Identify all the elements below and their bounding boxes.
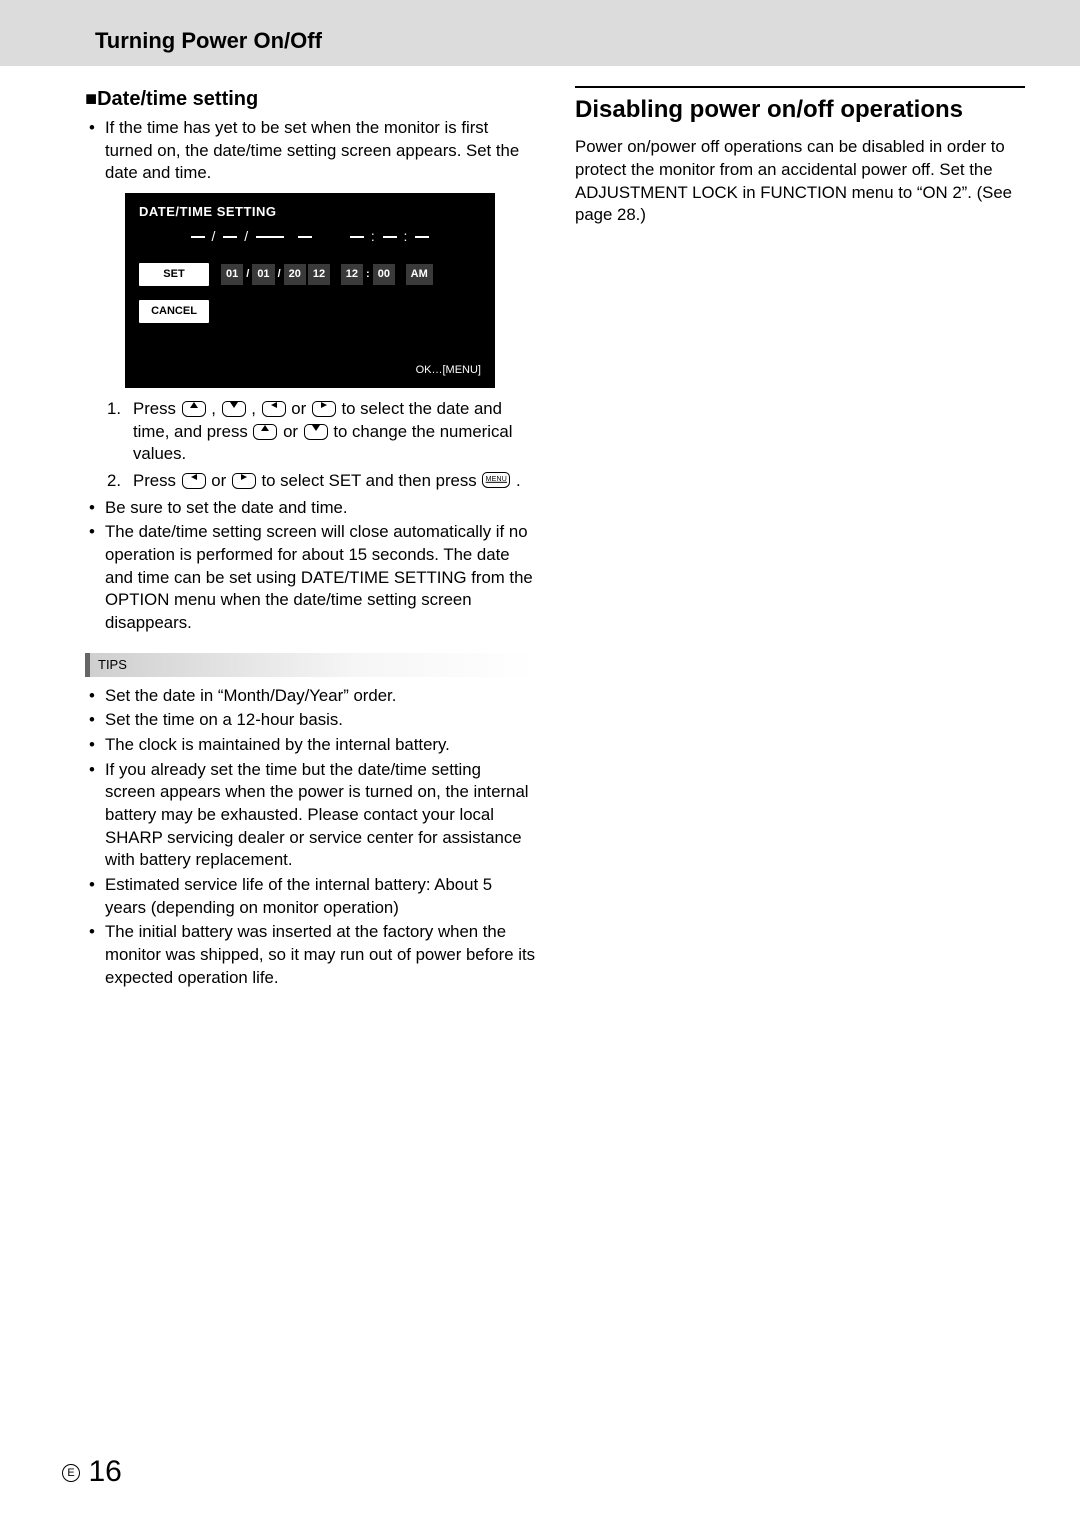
tip-1: Set the date in “Month/Day/Year” order.	[85, 685, 535, 708]
intro-list: If the time has yet to be set when the m…	[85, 117, 535, 635]
cell-day[interactable]: 01	[252, 264, 274, 285]
tips-list: Set the date in “Month/Day/Year” order. …	[85, 685, 535, 990]
heading-text: Date/time setting	[97, 88, 258, 110]
s1d: or	[291, 399, 311, 418]
panel-title: DATE/TIME SETTING	[139, 203, 481, 221]
left-icon	[262, 401, 286, 417]
right-body: Power on/power off operations can be dis…	[575, 136, 1025, 227]
left-column: ■Date/time setting If the time has yet t…	[85, 86, 535, 991]
left-icon	[182, 473, 206, 489]
menate-icon: MENU	[482, 472, 510, 488]
page-title: Turning Power On/Off	[0, 28, 1080, 54]
tip-4: If you already set the time but the date…	[85, 759, 535, 872]
section-rule	[575, 86, 1025, 88]
tip-5: Estimated service life of the internal b…	[85, 874, 535, 919]
s1c: ,	[251, 399, 260, 418]
after-2: The date/time setting screen will close …	[85, 521, 535, 634]
cell-ampm[interactable]: AM	[406, 264, 433, 285]
menu-label: MENU	[486, 475, 507, 484]
cancel-button[interactable]: CANCEL	[139, 300, 209, 323]
step-1: 1. Press , , or to select the date and t…	[105, 398, 535, 466]
step-2: 2. Press or to select SET and then press…	[105, 470, 535, 493]
s2b: or	[211, 471, 231, 490]
up-icon	[182, 401, 206, 417]
page-num-value: 16	[84, 1455, 121, 1488]
cell-min[interactable]: 00	[373, 264, 395, 285]
panel-set-row: SET 01 / 01 / 20 12 12 : 00	[139, 263, 481, 286]
set-button[interactable]: SET	[139, 263, 209, 286]
right-icon	[312, 401, 336, 417]
tips-bar: TIPS	[85, 653, 535, 677]
datetime-panel: DATE/TIME SETTING / / : : SET 01 / 01	[125, 193, 495, 388]
sep-slash: /	[277, 267, 282, 282]
after-1: Be sure to set the date and time.	[85, 497, 535, 520]
tips-label: TIPS	[90, 653, 535, 677]
intro-text: If the time has yet to be set when the m…	[105, 118, 519, 182]
dash-row: / / : :	[139, 227, 481, 246]
down-icon	[222, 401, 246, 417]
date-cells: 01 / 01 / 20 12 12 : 00 AM	[221, 264, 433, 285]
cell-yr-b[interactable]: 12	[308, 264, 330, 285]
right-column: Disabling power on/off operations Power …	[575, 86, 1025, 991]
cell-month[interactable]: 01	[221, 264, 243, 285]
s1a: Press	[133, 399, 181, 418]
header-band: Turning Power On/Off	[0, 0, 1080, 66]
page-marker: E	[62, 1464, 80, 1482]
up-icon	[253, 424, 277, 440]
s2d: .	[516, 471, 521, 490]
cell-hour[interactable]: 12	[341, 264, 363, 285]
right-icon	[232, 473, 256, 489]
s2a: Press	[133, 471, 181, 490]
down-icon	[304, 424, 328, 440]
heading-prefix: ■	[85, 88, 97, 110]
intro-item: If the time has yet to be set when the m…	[85, 117, 535, 493]
right-heading: Disabling power on/off operations	[575, 94, 1025, 126]
cell-yr-a[interactable]: 20	[284, 264, 306, 285]
page-number: E 16	[62, 1455, 122, 1489]
tip-3: The clock is maintained by the internal …	[85, 734, 535, 757]
s1f: or	[283, 422, 303, 441]
panel-cancel-row: CANCEL	[139, 300, 481, 323]
steps: 1. Press , , or to select the date and t…	[105, 398, 535, 493]
sep-colon: :	[365, 267, 371, 282]
tip-6: The initial battery was inserted at the …	[85, 921, 535, 989]
panel-footer: OK…[MENU]	[139, 363, 481, 378]
s2c: to select SET and then press	[262, 471, 482, 490]
sep-slash: /	[245, 267, 250, 282]
datetime-heading: ■Date/time setting	[85, 86, 535, 113]
tip-2: Set the time on a 12-hour basis.	[85, 709, 535, 732]
content: ■Date/time setting If the time has yet t…	[0, 66, 1080, 991]
s1b: ,	[211, 399, 220, 418]
